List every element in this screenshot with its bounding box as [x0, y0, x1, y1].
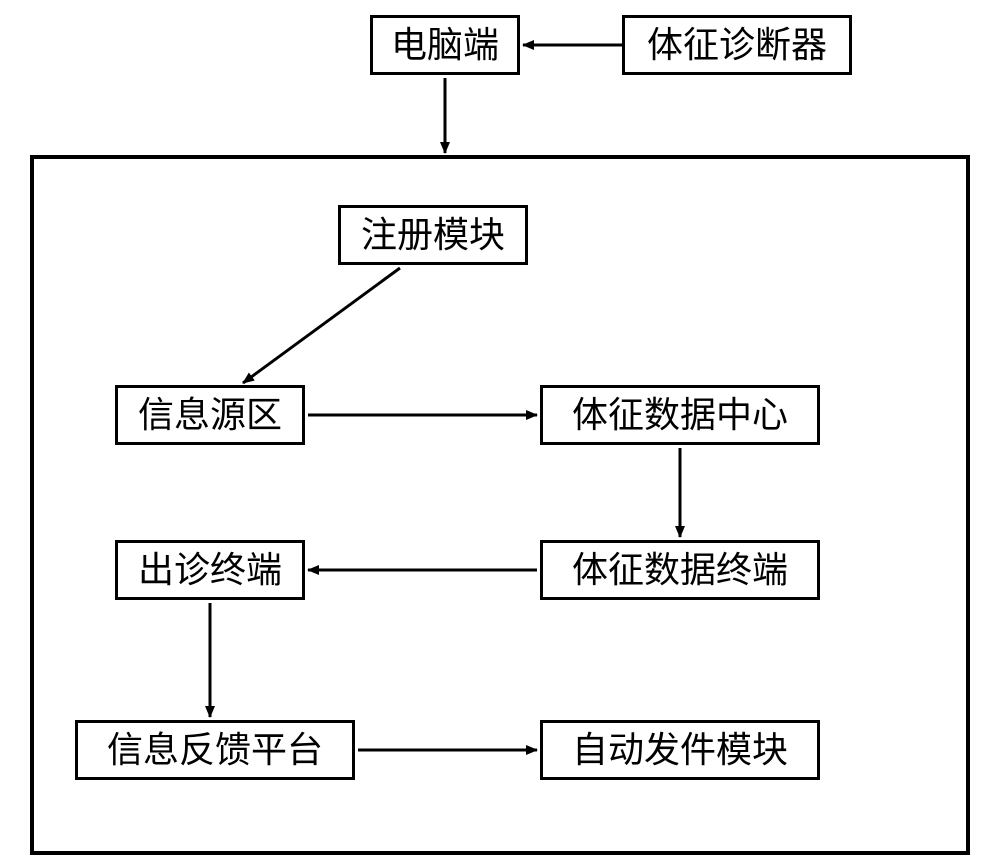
node-register: 注册模块: [338, 205, 528, 265]
node-vital-terminal: 体征数据终端: [540, 540, 820, 600]
diagram-canvas: 电脑端 体征诊断器 注册模块 信息源区 体征数据中心 体征数据终端 出诊终端 信…: [0, 0, 1000, 867]
node-label: 体征数据终端: [572, 552, 788, 588]
node-info-source: 信息源区: [115, 385, 305, 445]
node-visit-terminal: 出诊终端: [115, 540, 305, 600]
node-label: 自动发件模块: [572, 732, 788, 768]
node-feedback: 信息反馈平台: [75, 720, 355, 780]
node-diagnostic: 体征诊断器: [622, 15, 852, 75]
node-label: 电脑端: [391, 27, 499, 63]
node-auto-send: 自动发件模块: [540, 720, 820, 780]
node-computer: 电脑端: [370, 15, 520, 75]
node-label: 信息反馈平台: [107, 732, 323, 768]
node-vital-center: 体征数据中心: [540, 385, 820, 445]
node-label: 信息源区: [138, 397, 282, 433]
node-label: 注册模块: [361, 217, 505, 253]
node-label: 出诊终端: [138, 552, 282, 588]
node-label: 体征诊断器: [647, 27, 827, 63]
node-label: 体征数据中心: [572, 397, 788, 433]
